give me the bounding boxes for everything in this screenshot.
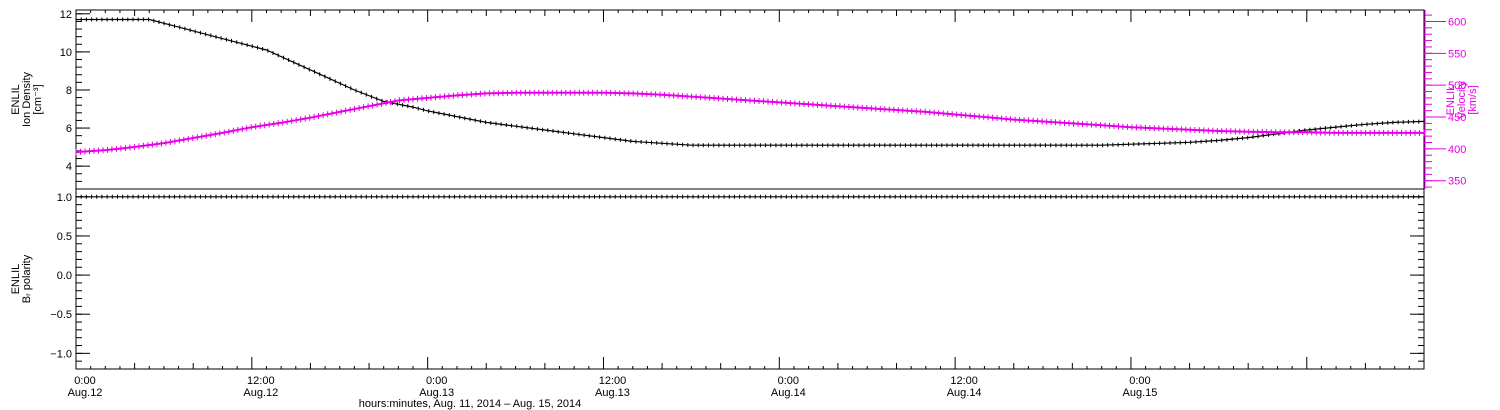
y-tick-label: 8: [66, 85, 72, 97]
y-tick-label: −1.0: [50, 348, 72, 360]
x-tick-label-date: Aug.13: [419, 387, 454, 399]
right-tick-label: 500: [1448, 80, 1466, 92]
x-tick-label-date: Aug.12: [68, 387, 103, 399]
y-axis-label: [cm⁻³]: [32, 84, 44, 114]
y-tick-label: −0.5: [50, 309, 72, 321]
right-tick-label: 400: [1448, 144, 1466, 156]
x-tick-label-date: Aug.14: [771, 387, 806, 399]
y-tick-label: 1.0: [57, 192, 72, 204]
y-axis-label: Ion Density: [21, 71, 33, 127]
right-axis-label: ENLIL: [1445, 85, 1457, 116]
y-tick-label: 6: [66, 123, 72, 135]
time-axis: 0:00Aug.1212:00Aug.120:00Aug.1312:00Aug.…: [68, 10, 1425, 410]
polarity-panel: −1.0 −0.5 0.0 0.5 1.0 ENLIL Bᵣ polarity: [10, 188, 1425, 370]
x-tick-label-time: 0:00: [426, 375, 447, 387]
y-axis-label: ENLIL: [10, 264, 22, 295]
right-tick-label: 550: [1448, 48, 1466, 60]
y-axis-label: Bᵣ polarity: [21, 254, 33, 303]
x-tick-label-date: Aug.15: [1123, 387, 1158, 399]
y-axis-label: ENLIL: [10, 84, 22, 115]
right-tick-label: 450: [1448, 112, 1466, 124]
series-markers: [75, 89, 1425, 156]
series-markers: [75, 17, 1425, 148]
right-axis-label: Velocity: [1456, 81, 1468, 119]
x-tick-label-time: 12:00: [599, 375, 627, 387]
x-tick-label-date: Aug.12: [243, 387, 278, 399]
x-axis-title: hours:minutes, Aug. 11, 2014 – Aug. 15, …: [359, 398, 581, 410]
series-markers: [75, 194, 1425, 199]
right-tick-label: 350: [1448, 176, 1466, 188]
right-tick-label: 600: [1448, 16, 1466, 28]
x-tick-label-date: Aug.13: [595, 387, 630, 399]
x-tick-label-time: 12:00: [247, 375, 275, 387]
series-line: [76, 18, 1425, 146]
y-tick-label: 10: [60, 47, 72, 59]
right-axis-label: [km/s]: [1467, 85, 1479, 114]
y-tick-label: 12: [60, 9, 72, 21]
x-tick-label-date: Aug.14: [947, 387, 982, 399]
y-tick-label: 0.0: [57, 270, 72, 282]
y-tick-label: 4: [66, 161, 72, 173]
x-tick-label-time: 0:00: [1129, 375, 1150, 387]
y-tick-label: 0.5: [57, 231, 72, 243]
x-tick-label-time: 0:00: [778, 375, 799, 387]
x-tick-label-time: 0:00: [74, 375, 95, 387]
x-tick-label-time: 12:00: [950, 375, 978, 387]
plot-frame: [75, 188, 1425, 370]
